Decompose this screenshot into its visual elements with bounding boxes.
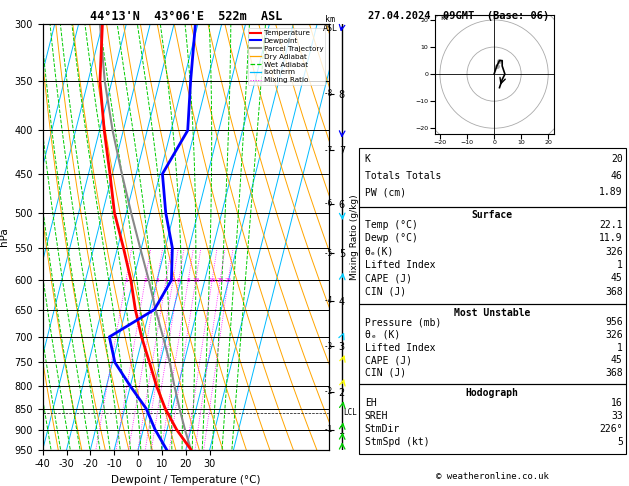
Text: K: K xyxy=(365,154,370,164)
Text: 20: 20 xyxy=(216,278,224,282)
Text: EH: EH xyxy=(365,398,377,408)
Text: PW (cm): PW (cm) xyxy=(365,188,406,197)
Text: Lifted Index: Lifted Index xyxy=(365,343,435,352)
Text: 1: 1 xyxy=(617,343,623,352)
Text: Temp (°C): Temp (°C) xyxy=(365,220,418,230)
Text: 10: 10 xyxy=(192,278,199,282)
Text: StmDir: StmDir xyxy=(365,424,400,434)
Text: Lifted Index: Lifted Index xyxy=(365,260,435,270)
Text: Pressure (mb): Pressure (mb) xyxy=(365,317,441,328)
Text: 5: 5 xyxy=(617,437,623,447)
Text: 368: 368 xyxy=(605,368,623,378)
Text: Most Unstable: Most Unstable xyxy=(454,308,530,318)
Text: 22.1: 22.1 xyxy=(599,220,623,230)
Text: -3: -3 xyxy=(324,342,333,351)
Text: 45: 45 xyxy=(611,355,623,365)
Text: 6: 6 xyxy=(177,278,181,282)
Text: 1.89: 1.89 xyxy=(599,188,623,197)
Text: -7: -7 xyxy=(324,146,333,155)
Text: -4: -4 xyxy=(324,296,333,305)
Y-axis label: Mixing Ratio (g/kg): Mixing Ratio (g/kg) xyxy=(350,194,360,280)
Text: -6: -6 xyxy=(324,199,333,208)
Text: -8: -8 xyxy=(324,89,333,98)
Text: CAPE (J): CAPE (J) xyxy=(365,355,412,365)
Text: -2: -2 xyxy=(324,387,333,396)
X-axis label: Dewpoint / Temperature (°C): Dewpoint / Temperature (°C) xyxy=(111,475,260,485)
Text: 33: 33 xyxy=(611,411,623,421)
Text: 956: 956 xyxy=(605,317,623,328)
Text: -1: -1 xyxy=(324,425,333,434)
Text: 25: 25 xyxy=(225,278,232,282)
Text: StmSpd (kt): StmSpd (kt) xyxy=(365,437,430,447)
Text: 46: 46 xyxy=(611,171,623,181)
Text: 11.9: 11.9 xyxy=(599,233,623,243)
Text: 16: 16 xyxy=(208,278,216,282)
Text: CIN (J): CIN (J) xyxy=(365,287,406,296)
Text: Totals Totals: Totals Totals xyxy=(365,171,441,181)
Text: 1: 1 xyxy=(124,278,128,282)
Text: 8: 8 xyxy=(186,278,190,282)
Text: 27.04.2024  09GMT  (Base: 06): 27.04.2024 09GMT (Base: 06) xyxy=(368,11,549,21)
Title: 44°13'N  43°06'E  522m  ASL: 44°13'N 43°06'E 522m ASL xyxy=(90,10,282,23)
Text: 1: 1 xyxy=(617,260,623,270)
Text: θₑ (K): θₑ (K) xyxy=(365,330,400,340)
Text: 3: 3 xyxy=(155,278,159,282)
Text: Dewp (°C): Dewp (°C) xyxy=(365,233,418,243)
Text: 2: 2 xyxy=(143,278,147,282)
Text: 368: 368 xyxy=(605,287,623,296)
Text: 326: 326 xyxy=(605,330,623,340)
Text: 45: 45 xyxy=(611,273,623,283)
Text: Hodograph: Hodograph xyxy=(465,388,519,398)
Text: 326: 326 xyxy=(605,247,623,257)
Text: 4: 4 xyxy=(164,278,168,282)
Text: θₑ(K): θₑ(K) xyxy=(365,247,394,257)
Text: 20: 20 xyxy=(611,154,623,164)
Y-axis label: hPa: hPa xyxy=(0,227,9,246)
Text: Surface: Surface xyxy=(472,210,513,221)
Text: CIN (J): CIN (J) xyxy=(365,368,406,378)
Text: SREH: SREH xyxy=(365,411,388,421)
Legend: Temperature, Dewpoint, Parcel Trajectory, Dry Adiabat, Wet Adiabat, Isotherm, Mi: Temperature, Dewpoint, Parcel Trajectory… xyxy=(248,28,325,86)
Text: km
ASL: km ASL xyxy=(323,15,338,33)
Text: © weatheronline.co.uk: © weatheronline.co.uk xyxy=(436,472,548,481)
Text: -5: -5 xyxy=(324,249,333,258)
Text: 5: 5 xyxy=(171,278,175,282)
Text: kt: kt xyxy=(440,15,448,21)
Text: LCL: LCL xyxy=(343,408,357,417)
Text: CAPE (J): CAPE (J) xyxy=(365,273,412,283)
Text: 226°: 226° xyxy=(599,424,623,434)
Text: 16: 16 xyxy=(611,398,623,408)
